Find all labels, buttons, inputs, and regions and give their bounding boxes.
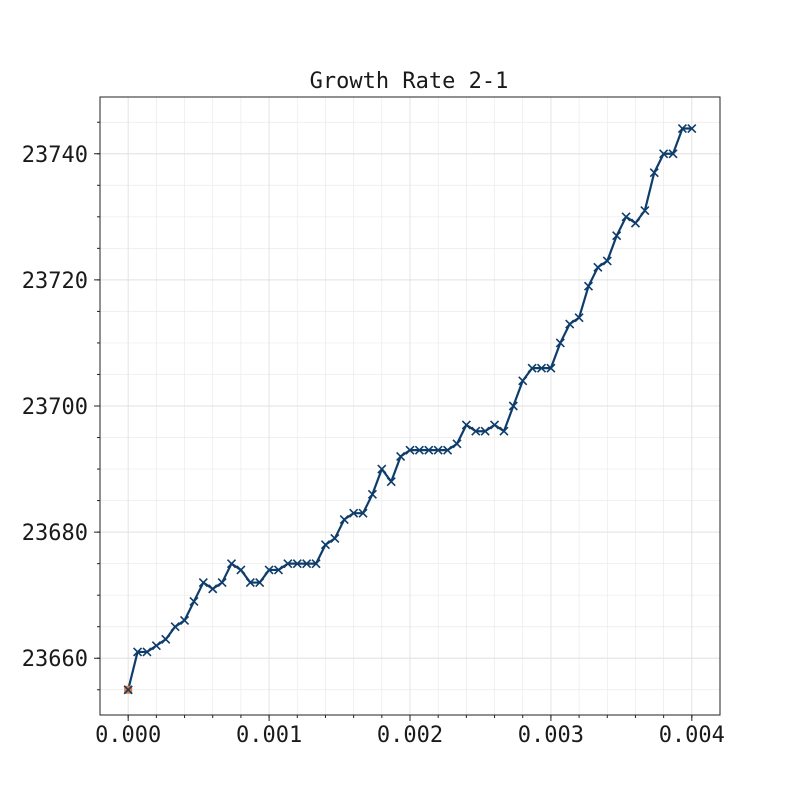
chart-title: Growth Rate 2-1 — [310, 69, 509, 94]
data-point-marker — [443, 445, 453, 455]
x-tick-label: 0.002 — [377, 723, 443, 748]
data-point-marker — [302, 559, 312, 569]
data-point-marker — [555, 338, 565, 348]
data-point-marker — [320, 540, 331, 550]
data-point-marker — [189, 596, 199, 607]
y-tick-label: 23720 — [22, 269, 88, 294]
data-point-marker — [583, 281, 594, 291]
data-point-marker — [330, 533, 340, 543]
y-tick-label: 23680 — [22, 521, 88, 546]
grid — [100, 97, 720, 715]
y-tick-label: 23700 — [22, 395, 88, 420]
data-point-marker — [452, 439, 462, 449]
data-point-marker — [649, 168, 659, 178]
data-point-marker — [273, 565, 284, 575]
data-point-marker — [226, 559, 237, 569]
series-layer — [123, 123, 697, 695]
y-tick-label: 23740 — [22, 143, 88, 168]
data-point-marker — [612, 231, 622, 241]
y-tick-label: 23660 — [22, 647, 88, 672]
data-point-marker — [170, 622, 180, 632]
data-point-marker — [396, 451, 406, 462]
data-point-marker — [161, 634, 171, 644]
x-tick-label: 0.001 — [236, 723, 302, 748]
data-point-marker — [424, 445, 434, 455]
data-point-marker — [151, 641, 161, 651]
data-point-marker — [630, 218, 641, 228]
data-point-marker — [179, 615, 190, 625]
data-point-marker — [386, 477, 396, 487]
data-point-marker — [621, 212, 631, 222]
data-point-marker — [593, 262, 603, 272]
axis-ticks: 0.000 0.001 0.002 0.003 0.004 23660 23680 23700… — [22, 121, 725, 748]
data-point-marker — [358, 508, 368, 518]
data-point-marker — [480, 426, 490, 436]
data-point-marker — [508, 401, 518, 411]
data-point-marker — [687, 123, 697, 134]
data-point-marker — [499, 426, 509, 436]
data-point-marker — [677, 123, 687, 134]
data-point-marker — [245, 578, 255, 588]
data-point-marker — [527, 363, 537, 373]
data-point-marker — [414, 445, 424, 455]
data-point-marker — [405, 445, 415, 455]
data-point-marker — [546, 363, 556, 373]
data-point-marker — [668, 149, 678, 159]
data-point-marker — [198, 578, 208, 588]
data-point-marker — [602, 256, 612, 266]
data-point-marker — [461, 420, 471, 430]
data-point-marker — [489, 420, 500, 430]
data-point-marker — [574, 313, 584, 323]
data-point-marker — [142, 647, 152, 657]
data-point-marker — [659, 149, 669, 159]
data-point-marker — [640, 205, 650, 216]
data-point-marker — [349, 508, 359, 518]
data-point-marker — [292, 559, 302, 569]
data-point-marker — [536, 363, 547, 373]
data-point-marker — [236, 565, 246, 575]
data-point-marker — [283, 559, 293, 569]
x-tick-label: 0.004 — [659, 723, 725, 748]
data-point-marker — [208, 584, 218, 594]
data-point-marker — [367, 489, 377, 499]
data-point-marker — [339, 514, 349, 525]
x-tick-label: 0.003 — [518, 723, 584, 748]
x-tick-label: 0.000 — [95, 723, 161, 748]
data-point-marker — [123, 685, 133, 695]
data-point-marker — [377, 464, 387, 474]
data-point-marker — [565, 319, 575, 329]
data-point-marker — [255, 578, 265, 588]
data-point-marker — [471, 426, 481, 436]
data-point-marker — [133, 647, 143, 657]
data-point-marker — [311, 559, 321, 569]
data-point-marker — [433, 445, 443, 455]
data-point-marker — [518, 376, 528, 386]
data-point-marker — [264, 565, 274, 575]
data-point-marker — [217, 578, 227, 588]
